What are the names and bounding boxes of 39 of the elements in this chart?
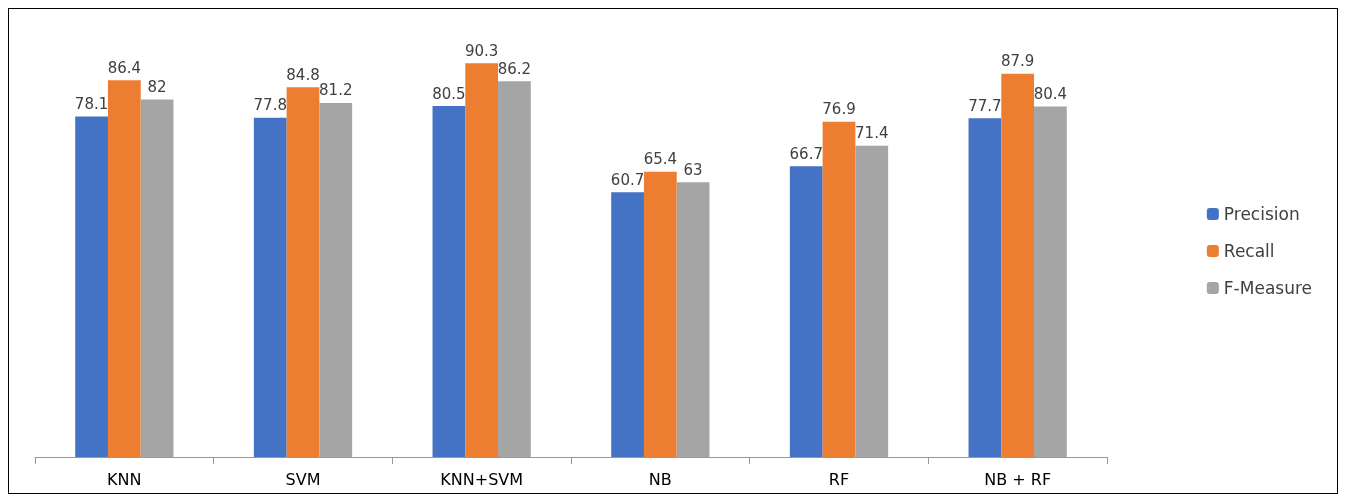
- bar: [643, 171, 677, 457]
- bar: [611, 192, 644, 457]
- bar: [968, 118, 1002, 457]
- bar: [75, 116, 108, 457]
- data-label: 80.4: [1033, 84, 1068, 103]
- x-tick-label: RF: [828, 469, 850, 489]
- data-label: 76.9: [822, 100, 856, 119]
- data-label: 87.9: [1000, 52, 1035, 71]
- x-tick-label: NB: [648, 469, 672, 489]
- data-label: 86.2: [497, 59, 532, 78]
- bar: [253, 117, 287, 457]
- data-label: 84.8: [286, 65, 320, 84]
- bar: [465, 63, 499, 457]
- x-tick-label: SVM: [285, 469, 321, 489]
- bar: [789, 166, 823, 457]
- data-label: 63: [683, 160, 703, 179]
- data-label: 77.7: [968, 96, 1002, 115]
- x-tick-label: KNN: [107, 469, 142, 489]
- x-tick-label: KNN+SVM: [440, 469, 524, 489]
- bar: [1001, 73, 1035, 457]
- legend-label: Precision: [1223, 204, 1300, 224]
- data-label: 81.2: [319, 81, 353, 100]
- data-label: 82: [147, 77, 167, 96]
- bar: [107, 80, 141, 457]
- data-label: 86.4: [107, 58, 142, 77]
- data-label: 60.7: [610, 170, 645, 189]
- data-label: 80.5: [432, 84, 466, 103]
- bar: [432, 106, 466, 457]
- data-label: 65.4: [643, 150, 678, 169]
- data-label: 90.3: [464, 41, 499, 60]
- legend-label: Recall: [1223, 241, 1275, 261]
- data-label: 77.8: [253, 96, 287, 115]
- x-tick-label: NB + RF: [984, 469, 1052, 489]
- bar: [822, 121, 856, 457]
- bar: [286, 87, 320, 457]
- legend-label: F-Measure: [1223, 278, 1313, 298]
- data-label: 66.7: [789, 144, 823, 163]
- data-label: 71.4: [855, 124, 889, 143]
- data-label: 78.1: [74, 94, 109, 113]
